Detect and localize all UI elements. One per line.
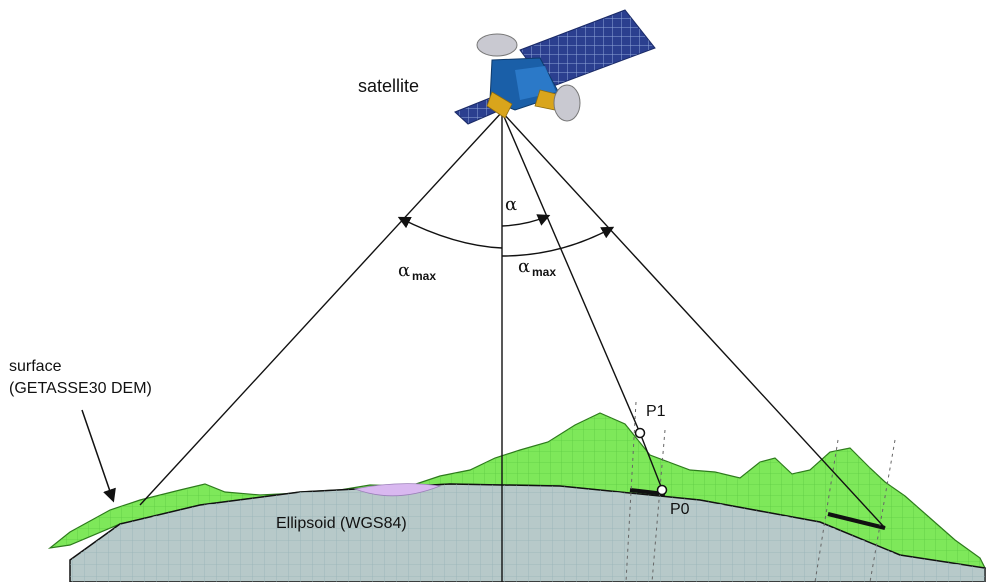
satellite-icon: [454, 9, 656, 125]
svg-text:α: α: [518, 256, 530, 277]
svg-text:α: α: [398, 260, 410, 281]
satellite-label: satellite: [358, 76, 419, 96]
beam-lines: [139, 111, 886, 582]
svg-text:max: max: [532, 265, 556, 279]
alpha-max-left-label: α max: [398, 260, 436, 283]
surface-label: surface: [9, 358, 62, 375]
alpha-label: α: [505, 194, 517, 215]
alpha-max-left-arc: [397, 216, 503, 249]
point-marker-icon: [634, 427, 646, 439]
surface-pointer-arrow: [81, 409, 116, 503]
guide-lines: [625, 401, 896, 583]
p0-label: P0: [670, 501, 690, 518]
ellipsoid-body: [69, 483, 986, 583]
angle-arcs: [397, 214, 615, 257]
point-marker-icon: [656, 484, 668, 496]
lake-patch: [353, 483, 442, 497]
alpha-max-right-arc: [501, 226, 615, 257]
svg-text:max: max: [412, 269, 436, 283]
ellipsoid-label: Ellipsoid (WGS84): [276, 515, 407, 532]
alpha-arc: [501, 214, 551, 227]
alpha-max-right-label: α max: [518, 256, 556, 279]
footprint-segment-far: [827, 512, 886, 530]
p1-label: P1: [646, 403, 666, 420]
surface-dem-label: (GETASSE30 DEM): [9, 380, 152, 397]
